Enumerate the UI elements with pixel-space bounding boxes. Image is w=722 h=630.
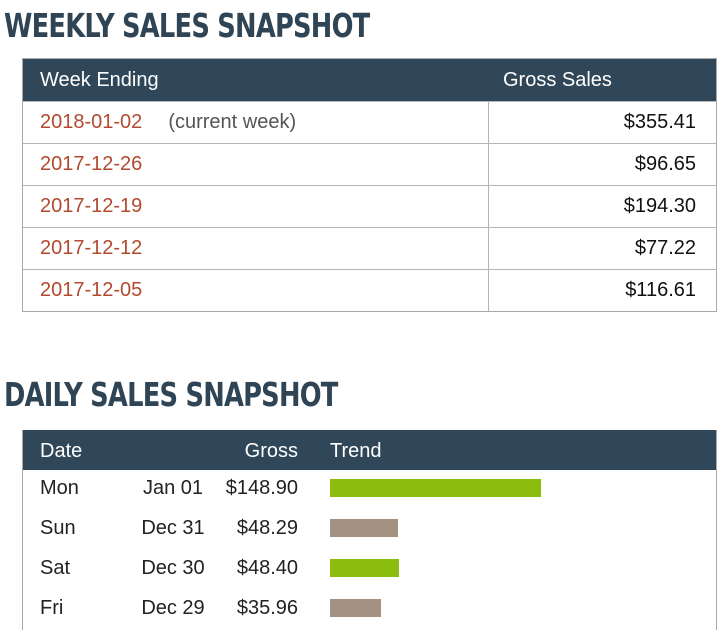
trend-bar — [330, 519, 398, 537]
week-cell: 2017-12-05 — [23, 270, 489, 311]
week-cell: 2018-01-02 (current week) — [23, 102, 489, 143]
day-name: Sat — [40, 557, 71, 579]
gross-sales-value: $355.41 — [623, 111, 696, 133]
day-date: Dec 31 — [141, 517, 205, 539]
daily-gross-value: $148.90 — [225, 477, 298, 499]
gross-header: Gross — [244, 440, 298, 462]
table-row: Sat Dec 30 $48.40 — [23, 550, 716, 590]
week-cell: 2017-12-26 — [23, 144, 489, 185]
current-week-note: (current week) — [168, 111, 297, 133]
daily-gross-value: $48.29 — [236, 517, 298, 539]
table-row: Sun Dec 31 $48.29 — [23, 510, 716, 550]
trend-bar — [330, 559, 399, 577]
day-name: Mon — [40, 477, 79, 499]
table-row: Fri Dec 29 $35.96 — [23, 590, 716, 630]
table-row: Mon Jan 01 $148.90 — [23, 470, 716, 510]
week-ending-header: Week Ending — [40, 68, 159, 91]
day-date: Dec 29 — [141, 597, 205, 619]
daily-gross-value: $48.40 — [236, 557, 298, 579]
gross-sales-value: $77.22 — [634, 237, 696, 259]
day-name: Sun — [40, 517, 76, 539]
table-row: 2017-12-26 $96.65 — [23, 143, 716, 185]
week-date-link[interactable]: 2018-01-02 — [40, 111, 143, 133]
gross-sales-header: Gross Sales — [503, 68, 612, 91]
table-row: 2018-01-02 (current week) $355.41 — [23, 101, 716, 143]
day-date: Dec 30 — [141, 557, 205, 579]
gross-sales-value: $194.30 — [623, 195, 696, 217]
daily-sales-heading: DAILY SALES SNAPSHOT — [4, 375, 338, 414]
trend-bar — [330, 599, 381, 617]
week-cell: 2017-12-19 — [23, 186, 489, 227]
table-row: 2017-12-12 $77.22 — [23, 227, 716, 269]
week-date-link[interactable]: 2017-12-19 — [40, 195, 143, 217]
week-date-link[interactable]: 2017-12-26 — [40, 153, 143, 175]
weekly-sales-heading: WEEKLY SALES SNAPSHOT — [4, 6, 370, 45]
table-row: 2017-12-19 $194.30 — [23, 185, 716, 227]
day-date: Jan 01 — [142, 477, 204, 499]
trend-bar — [330, 479, 541, 497]
week-date-link[interactable]: 2017-12-05 — [40, 279, 143, 301]
date-header: Date — [40, 440, 83, 462]
week-cell: 2017-12-12 — [23, 228, 489, 269]
table-row: 2017-12-05 $116.61 — [23, 269, 716, 311]
gross-sales-value: $96.65 — [634, 153, 696, 175]
trend-header: Trend — [330, 440, 382, 462]
daily-table-header: Date Gross Trend — [23, 430, 716, 470]
daily-sales-table: Date Gross Trend Mon Jan 01 $148.90 Sun … — [22, 430, 717, 630]
gross-sales-value: $116.61 — [625, 279, 696, 301]
week-date-link[interactable]: 2017-12-12 — [40, 237, 143, 259]
weekly-sales-table: Week Ending Gross Sales 2018-01-02 (curr… — [22, 58, 717, 312]
weekly-table-header: Week Ending Gross Sales — [23, 59, 716, 101]
day-name: Fri — [40, 597, 64, 619]
daily-gross-value: $35.96 — [236, 597, 298, 619]
